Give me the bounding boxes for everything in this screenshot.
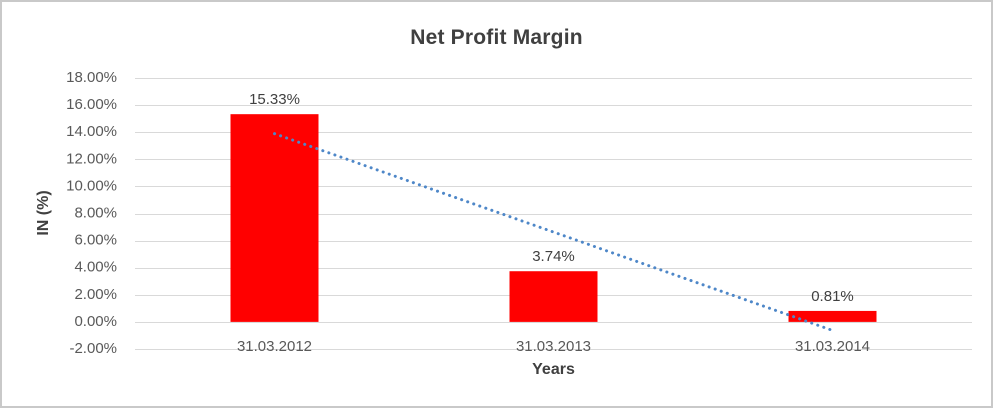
- category-label: 31.03.2012: [237, 338, 312, 355]
- bar: [230, 114, 319, 322]
- bar-value-label: 15.33%: [249, 91, 300, 108]
- category-label: 31.03.2013: [516, 338, 591, 355]
- y-tick-label: 2.00%: [74, 286, 117, 303]
- y-tick-label: 12.00%: [66, 150, 117, 167]
- y-tick-label: 4.00%: [74, 259, 117, 276]
- y-tick-label: 8.00%: [74, 204, 117, 221]
- y-tick-label: -2.00%: [69, 340, 117, 357]
- y-tick-label: 18.00%: [66, 69, 117, 86]
- trendline: [273, 132, 834, 332]
- y-tick-label: 16.00%: [66, 96, 117, 113]
- bar: [509, 271, 598, 322]
- chart-title: Net Profit Margin: [410, 26, 583, 49]
- bar-value-label: 0.81%: [811, 288, 854, 305]
- y-tick-label: 14.00%: [66, 123, 117, 140]
- x-axis-title: Years: [532, 361, 575, 378]
- category-label: 31.03.2014: [795, 338, 870, 355]
- y-tick-label: 0.00%: [74, 313, 117, 330]
- y-tick-label: 10.00%: [66, 177, 117, 194]
- bar-value-label: 3.74%: [532, 248, 575, 265]
- y-tick-label: 6.00%: [74, 232, 117, 249]
- bar: [788, 310, 877, 322]
